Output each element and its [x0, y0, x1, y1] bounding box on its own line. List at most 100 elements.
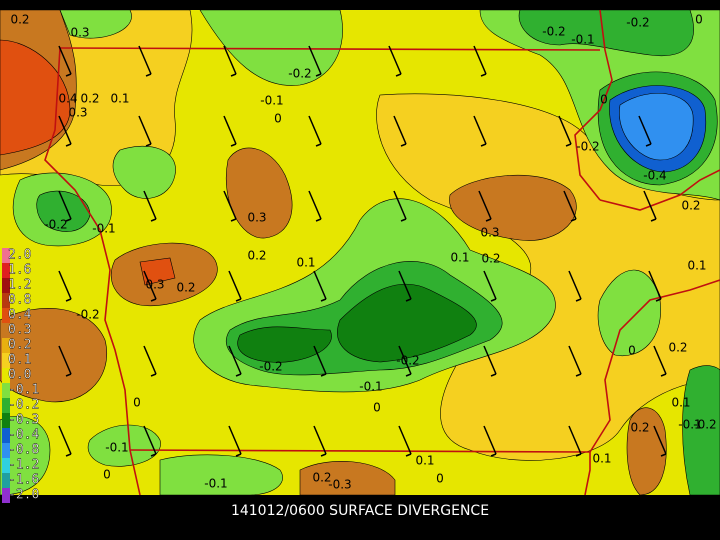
contour-label: 0.2 — [10, 13, 29, 27]
wind-barb — [558, 115, 572, 145]
wind-barb-flag — [230, 73, 237, 77]
contour-fills — [0, 9, 720, 496]
wind-barb-flag — [315, 218, 322, 222]
legend-swatch — [2, 368, 10, 383]
legend: 2.01.61.20.80.40.30.20.10.0-0.1-0.2-0.3-… — [2, 247, 40, 503]
contour-label: 0.2 — [247, 249, 266, 263]
wind-barb — [223, 190, 237, 220]
wind-barb-flag — [575, 373, 582, 377]
wind-barb — [138, 115, 152, 145]
wind-barb — [143, 190, 157, 220]
wind-barb — [398, 345, 412, 375]
wind-barb-flag — [150, 298, 157, 302]
wind-barb — [223, 45, 237, 75]
wind-barb-flag — [235, 453, 242, 457]
wind-barb-flag — [660, 453, 667, 457]
legend-swatch — [2, 473, 10, 488]
legend-swatch — [2, 398, 10, 413]
wind-barb — [308, 45, 322, 75]
wind-barb — [58, 345, 72, 375]
state-borders — [44, 9, 720, 496]
legend-swatch — [2, 323, 10, 338]
contour-label: 0.3 — [247, 211, 266, 225]
contour-label: -0.1 — [260, 94, 283, 108]
contour-label: 0.2 — [681, 199, 700, 213]
wind-barb-flag — [315, 143, 322, 147]
wind-barbs — [58, 45, 667, 457]
wind-barb — [563, 190, 577, 220]
wind-barb-flag — [230, 143, 237, 147]
contour-label: 0.2 — [668, 341, 687, 355]
wind-barb — [308, 115, 322, 145]
wind-barb — [143, 345, 157, 375]
contour-label: 0.2 — [312, 471, 331, 485]
wind-barb-flag — [575, 453, 582, 457]
contour-label: 0.3 — [145, 278, 164, 292]
contour-label: 0 — [600, 93, 608, 107]
wind-barb — [58, 45, 72, 75]
wind-barb-flag — [400, 218, 407, 222]
contour-label: -0.2 — [76, 308, 99, 322]
wind-barb-flag — [65, 73, 72, 77]
wind-barb — [473, 45, 487, 75]
wind-barb-flag — [395, 73, 402, 77]
wind-barb — [58, 425, 72, 455]
wind-barb-flag — [315, 73, 322, 77]
wind-barb — [653, 345, 667, 375]
wind-barb-flag — [150, 373, 157, 377]
legend-label: 1.6 — [8, 263, 31, 278]
wind-barb — [313, 425, 327, 455]
wind-barb — [398, 425, 412, 455]
contour-label: -0.1 — [204, 477, 227, 491]
wind-barb-flag — [65, 218, 72, 222]
contour-label: -0.2 — [259, 360, 282, 374]
legend-swatch — [2, 248, 10, 263]
wind-barb-flag — [490, 298, 497, 302]
wind-barb-flag — [235, 298, 242, 302]
legend-label: -1.6 — [8, 473, 39, 488]
wind-barb-flag — [320, 298, 327, 302]
contour-label: 0.2 — [176, 281, 195, 295]
wind-barb — [143, 270, 157, 300]
legend-swatch — [2, 293, 10, 308]
contour-label: -0.2 — [44, 218, 67, 232]
legend-label: -2.0 — [8, 488, 39, 503]
contour-label: 0 — [274, 112, 282, 126]
wind-barb — [648, 270, 662, 300]
wind-barb — [58, 115, 72, 145]
wind-barb-flag — [565, 143, 572, 147]
contour-label: -0.2 — [626, 16, 649, 30]
contour-label: 0.1 — [671, 396, 690, 410]
contour-label: 0.3 — [70, 26, 89, 40]
wind-barb-flag — [655, 298, 662, 302]
wind-barb-flag — [490, 453, 497, 457]
wind-barb-flag — [405, 453, 412, 457]
wind-barb — [483, 270, 497, 300]
contour-label: 0.2 — [80, 92, 99, 106]
wind-barb-flag — [645, 143, 652, 147]
legend-label: -0.1 — [8, 383, 39, 398]
wind-barb-flag — [405, 373, 412, 377]
wind-barb-flag — [405, 298, 412, 302]
wind-barb-flag — [320, 453, 327, 457]
contour-label: 0.3 — [68, 106, 87, 120]
wind-barb — [228, 345, 242, 375]
contour-label: 0 — [373, 401, 381, 415]
wind-barb-flag — [480, 143, 487, 147]
legend-label: 1.2 — [8, 278, 31, 293]
contour-label: -0.1 — [571, 33, 594, 47]
contour-label: -0.2 — [693, 418, 716, 432]
wind-barb — [308, 190, 322, 220]
legend-label: 0.1 — [8, 353, 31, 368]
wind-barb-flag — [490, 373, 497, 377]
wind-barb — [228, 425, 242, 455]
wind-barb-flag — [145, 143, 152, 147]
wind-barb-flag — [650, 218, 657, 222]
contour-label: -0.1 — [105, 441, 128, 455]
wind-barb — [653, 425, 667, 455]
wind-barb — [388, 45, 402, 75]
contour-label: -0.4 — [643, 169, 666, 183]
contour-label: 0.4 — [58, 92, 77, 106]
wind-barb-flag — [570, 218, 577, 222]
